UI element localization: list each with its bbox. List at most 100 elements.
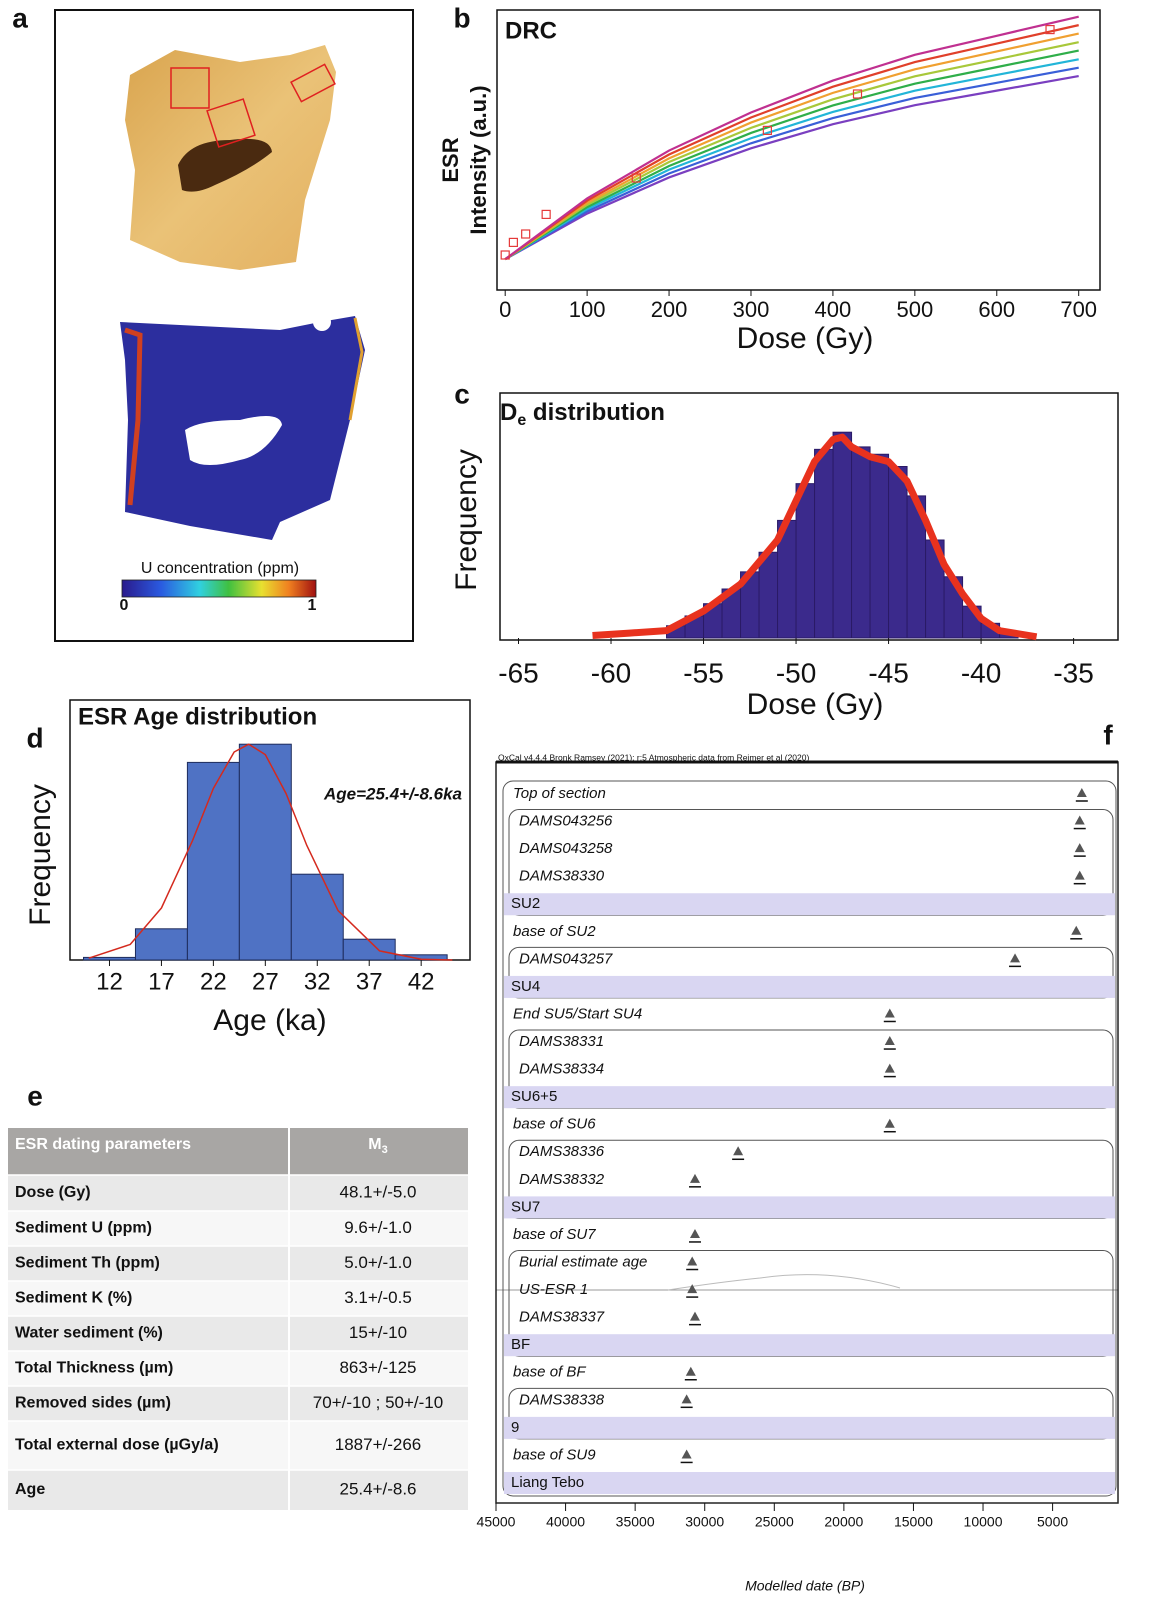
colorbar-label: U concentration (ppm) bbox=[141, 560, 299, 577]
date-distribution bbox=[1074, 815, 1085, 825]
boundary-label: base of SU2 bbox=[513, 923, 596, 940]
sample-hole bbox=[178, 138, 272, 192]
colorbar-tick-label: 0 bbox=[120, 597, 129, 614]
phase-band bbox=[504, 1416, 1115, 1439]
data-point bbox=[541, 209, 551, 219]
data-point bbox=[1045, 25, 1055, 35]
histogram-bar bbox=[758, 551, 779, 639]
date-distribution bbox=[733, 1146, 744, 1156]
date-distribution bbox=[1076, 788, 1087, 797]
date-distribution bbox=[687, 1284, 698, 1294]
date-label: DAMS38334 bbox=[519, 1061, 604, 1078]
panel-label: d bbox=[26, 722, 43, 753]
histogram-bar bbox=[851, 446, 871, 639]
table-cell: Sediment U (ppm) bbox=[15, 1220, 152, 1237]
x-tick-label: 30000 bbox=[685, 1514, 724, 1530]
fit-curve bbox=[504, 49, 1079, 261]
table-cell: Dose (Gy) bbox=[15, 1184, 91, 1201]
table-header-bg bbox=[8, 1128, 468, 1175]
table-header: ESR dating parameters bbox=[15, 1136, 191, 1153]
histogram-bar bbox=[888, 466, 908, 639]
table-header: M3 bbox=[368, 1136, 387, 1156]
panel-label: a bbox=[12, 2, 28, 33]
x-axis-label: Dose (Gy) bbox=[747, 688, 884, 721]
date-distribution bbox=[1071, 925, 1082, 935]
phase-band bbox=[504, 975, 1115, 998]
date-distribution bbox=[685, 1366, 696, 1376]
colorbar bbox=[121, 579, 317, 598]
x-tick-label: 500 bbox=[896, 297, 933, 322]
u-map-hole bbox=[185, 416, 282, 465]
date-label: DAMS043257 bbox=[519, 950, 613, 967]
table-cell: 15+/-10 bbox=[349, 1323, 407, 1342]
date-distribution bbox=[681, 1449, 692, 1459]
outer-group-box bbox=[502, 780, 1117, 1497]
table-header-part: 3 bbox=[382, 1144, 388, 1156]
phase-label: Liang Tebo bbox=[511, 1474, 584, 1491]
panel-label: c bbox=[454, 378, 470, 409]
table-cell: Water sediment (%) bbox=[15, 1325, 163, 1342]
phase-band bbox=[504, 1334, 1115, 1357]
plot-frame bbox=[496, 9, 1101, 291]
table-row-bg bbox=[8, 1351, 468, 1386]
phase-band bbox=[504, 893, 1115, 916]
date-label: US-ESR 1 bbox=[519, 1281, 588, 1298]
date-label: DAMS38336 bbox=[519, 1143, 605, 1160]
x-tick-label: 0 bbox=[499, 297, 511, 322]
u-map-edge bbox=[124, 327, 143, 506]
panel-label: b bbox=[453, 2, 470, 33]
histogram-bar bbox=[795, 483, 816, 639]
date-label: DAMS38337 bbox=[519, 1309, 605, 1326]
x-tick-label: -60 bbox=[591, 657, 631, 688]
x-tick-label: -50 bbox=[776, 657, 816, 688]
annotation: Age=25.4+/-8.6ka bbox=[323, 784, 462, 803]
panel-a-frame bbox=[54, 9, 414, 642]
date-label: DAMS043256 bbox=[519, 813, 613, 830]
phase-band bbox=[504, 1086, 1115, 1109]
x-tick-label: 37 bbox=[356, 968, 383, 995]
table-cell: 3.1+/-0.5 bbox=[344, 1288, 412, 1307]
data-point bbox=[631, 173, 641, 183]
table-cell: 863+/-125 bbox=[339, 1358, 416, 1377]
roi-box bbox=[170, 67, 210, 109]
panel-a: U concentration (ppm) bbox=[54, 9, 414, 642]
table-row-bg bbox=[8, 1175, 468, 1211]
u-map-notch bbox=[313, 313, 331, 331]
table-row-bg bbox=[8, 1246, 468, 1281]
chart-title: De distribution bbox=[500, 399, 665, 429]
x-tick-label: 300 bbox=[733, 297, 770, 322]
phase-band bbox=[504, 1196, 1115, 1219]
panel-label: e bbox=[27, 1080, 43, 1111]
fit-curve bbox=[504, 58, 1079, 261]
date-distribution bbox=[884, 1063, 895, 1073]
table-row-bg bbox=[8, 1211, 468, 1246]
date-label: DAMS38331 bbox=[519, 1033, 604, 1050]
x-tick-label: 700 bbox=[1060, 297, 1097, 322]
oxcal-decor bbox=[496, 1274, 1118, 1291]
table-cell: Removed sides (µm) bbox=[15, 1395, 171, 1412]
x-tick-label: 15000 bbox=[894, 1514, 933, 1530]
data-point bbox=[508, 237, 518, 247]
x-tick-label: 17 bbox=[148, 968, 175, 995]
histogram-bar bbox=[290, 873, 344, 961]
x-tick-label: 22 bbox=[200, 968, 227, 995]
table-row-bg bbox=[8, 1470, 468, 1510]
data-point bbox=[852, 89, 863, 99]
histogram-bar bbox=[134, 928, 188, 961]
fit-curve bbox=[504, 32, 1079, 261]
x-tick-label: -55 bbox=[683, 657, 723, 688]
x-tick-label: 5000 bbox=[1037, 1514, 1068, 1530]
x-axis-label: Age (ka) bbox=[213, 1004, 326, 1037]
y-axis-label: ESR bbox=[438, 137, 463, 182]
x-tick-label: -35 bbox=[1053, 657, 1093, 688]
phase-label: BF bbox=[511, 1336, 530, 1353]
histogram-bar bbox=[869, 453, 890, 639]
table-cell: 48.1+/-5.0 bbox=[339, 1182, 416, 1201]
u-map-edge bbox=[348, 317, 364, 421]
table-row-bg bbox=[8, 1421, 468, 1470]
roi-box bbox=[206, 98, 256, 148]
x-tick-label: 25000 bbox=[755, 1514, 794, 1530]
data-point bbox=[762, 125, 772, 136]
fit-curve bbox=[504, 41, 1079, 261]
